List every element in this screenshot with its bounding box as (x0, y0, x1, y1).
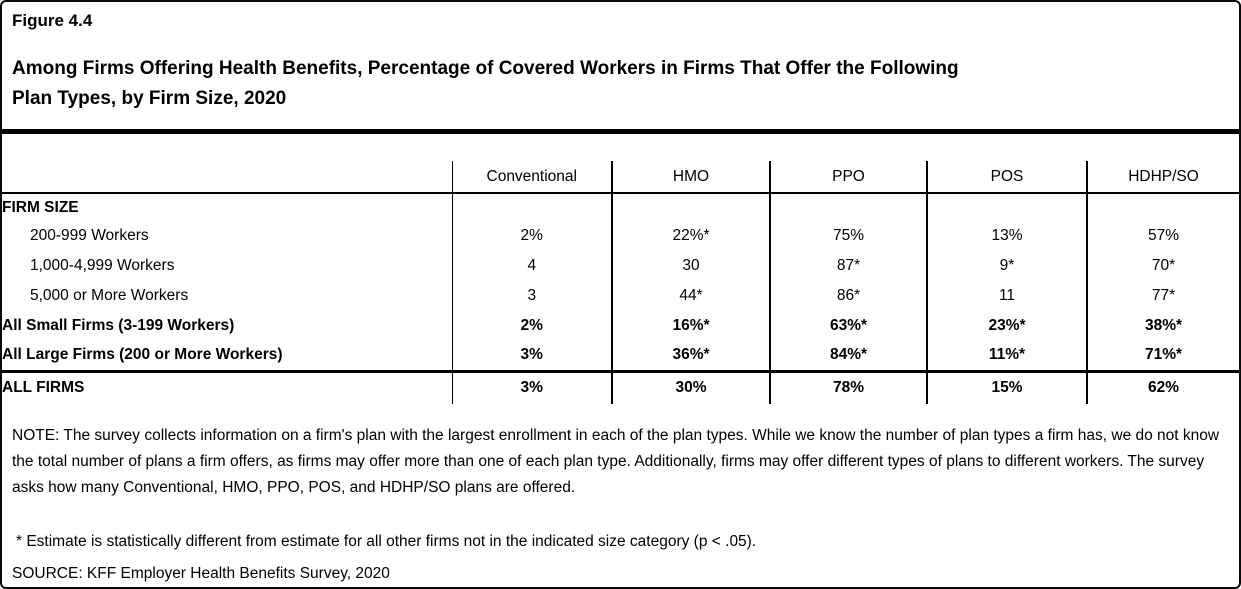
cell-ppo (769, 193, 927, 221)
column-header-pos: POS (926, 161, 1087, 194)
cell-conventional (451, 193, 612, 221)
column-header-hdhp-so: HDHP/SO (1086, 161, 1239, 194)
cell-hdhp-so (1086, 193, 1239, 221)
row-label: ALL FIRMS (2, 369, 452, 404)
cell-pos: 23%* (926, 311, 1087, 341)
cell-pos: 13% (926, 221, 1087, 251)
cell-pos (926, 193, 1087, 221)
row-label-header-empty (2, 161, 452, 194)
cell-ppo: 86* (769, 281, 927, 311)
cell-ppo: 78% (769, 369, 927, 404)
cell-hdhp-so: 70* (1086, 251, 1239, 281)
title-divider (2, 129, 1239, 134)
table-header-row: Conventional HMO PPO POS HDHP/SO (2, 161, 1239, 194)
table-row: 5,000 or More Workers 3 44* 86* 11 77* (2, 281, 1239, 311)
note-text: NOTE: The survey collects information on… (12, 427, 1220, 496)
cell-pos: 15% (926, 369, 1087, 404)
cell-conventional: 3% (451, 369, 612, 404)
cell-conventional: 2% (451, 221, 612, 251)
cell-pos: 11 (926, 281, 1087, 311)
cell-conventional: 3% (451, 341, 612, 371)
figure-label: Figure 4.4 (12, 11, 93, 30)
row-label: All Large Firms (200 or More Workers) (2, 346, 283, 364)
source-text: SOURCE: KFF Employer Health Benefits Sur… (12, 565, 390, 582)
cell-ppo: 87* (769, 251, 927, 281)
row-label: 1,000-4,999 Workers (30, 257, 175, 274)
figure-title: Among Firms Offering Health Benefits, Pe… (12, 58, 959, 109)
table-row: 200-999 Workers 2% 22%* 75% 13% 57% (2, 221, 1239, 251)
footnote-text: * Estimate is statistically different fr… (16, 533, 757, 550)
cell-hdhp-so: 62% (1086, 369, 1239, 404)
column-header-hmo: HMO (611, 161, 770, 194)
cell-hdhp-so: 57% (1086, 221, 1239, 251)
cell-hdhp-so: 71%* (1086, 341, 1239, 371)
table-row: FIRM SIZE (2, 193, 1239, 221)
cell-ppo: 63%* (769, 311, 927, 341)
cell-hdhp-so: 38%* (1086, 311, 1239, 341)
cell-hmo: 22%* (611, 221, 770, 251)
cell-conventional: 3 (451, 281, 612, 311)
cell-hmo: 36%* (611, 341, 770, 371)
cell-hmo: 30% (611, 369, 770, 404)
cell-conventional: 4 (451, 251, 612, 281)
column-header-conventional: Conventional (451, 161, 612, 194)
cell-hmo: 16%* (611, 311, 770, 341)
plan-type-table: Conventional HMO PPO POS HDHP/SO FIRM SI… (2, 161, 1239, 404)
row-label: 5,000 or More Workers (30, 287, 189, 304)
column-header-ppo: PPO (769, 161, 927, 194)
cell-hmo: 44* (611, 281, 770, 311)
table-body: FIRM SIZE 200-999 Workers 2% 22%* 75% 13% 57% 1… (2, 193, 1239, 404)
table-row: All Small Firms (3-199 Workers) 2% 16%* 63%… (2, 311, 1239, 341)
row-label: FIRM SIZE (2, 198, 79, 216)
cell-pos: 11%* (926, 341, 1087, 371)
row-label: 200-999 Workers (30, 227, 149, 244)
cell-ppo: 84%* (769, 341, 927, 371)
cell-ppo: 75% (769, 221, 927, 251)
table-row: ALL FIRMS 3% 30% 78% 15% 62% (2, 369, 1239, 404)
cell-hdhp-so: 77* (1086, 281, 1239, 311)
cell-hmo (611, 193, 770, 221)
cell-pos: 9* (926, 251, 1087, 281)
cell-hmo: 30 (611, 251, 770, 281)
table-row: All Large Firms (200 or More Workers) 3% 3… (2, 341, 1239, 371)
row-label: All Small Firms (3-199 Workers) (2, 317, 235, 334)
cell-conventional: 2% (451, 311, 612, 341)
table-row: 1,000-4,999 Workers 4 30 87* 9* 70* (2, 251, 1239, 281)
